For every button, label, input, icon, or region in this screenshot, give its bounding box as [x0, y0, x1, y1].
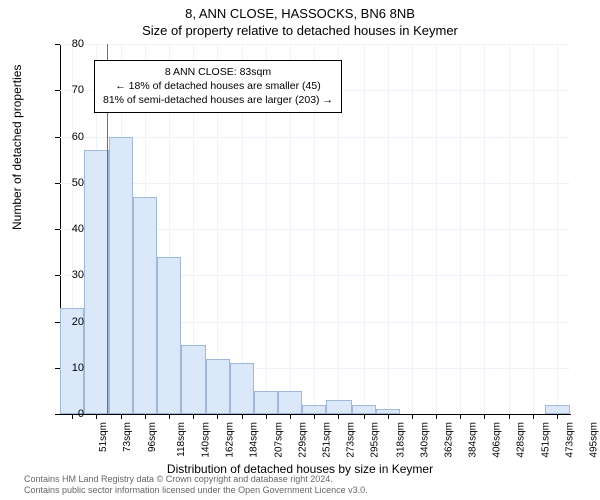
ytick-label: 0 — [78, 408, 84, 420]
gridline-v — [509, 44, 510, 414]
histogram-bar — [157, 257, 181, 414]
histogram-bar — [376, 409, 400, 414]
annotation-line-1: 8 ANN CLOSE: 83sqm — [103, 65, 333, 79]
xtick-label: 473sqm — [564, 422, 575, 458]
xtick-label: 96sqm — [147, 422, 158, 452]
xtick-mark — [217, 414, 218, 419]
footer-attribution: Contains HM Land Registry data © Crown c… — [24, 474, 368, 497]
gridline-v — [388, 44, 389, 414]
histogram-bar — [326, 400, 351, 414]
xtick-label: 406sqm — [491, 422, 502, 458]
xtick-mark — [557, 414, 558, 419]
xtick-mark — [388, 414, 389, 419]
xtick-mark — [338, 414, 339, 419]
ytick-label: 50 — [72, 177, 84, 189]
xtick-label: 251sqm — [322, 422, 333, 458]
histogram-bar — [230, 363, 254, 414]
ytick-mark — [55, 183, 60, 184]
xtick-label: 207sqm — [274, 422, 285, 458]
xtick-label: 51sqm — [98, 422, 109, 452]
y-axis-label: Number of detached properties — [10, 65, 24, 230]
title-main: 8, ANN CLOSE, HASSOCKS, BN6 8NB — [0, 0, 600, 21]
xtick-mark — [72, 414, 73, 419]
xtick-label: 229sqm — [298, 422, 309, 458]
xtick-mark — [290, 414, 291, 419]
title-sub: Size of property relative to detached ho… — [0, 21, 600, 38]
xtick-mark — [460, 414, 461, 419]
xtick-mark — [121, 414, 122, 419]
xtick-mark — [266, 414, 267, 419]
xtick-mark — [242, 414, 243, 419]
ytick-mark — [55, 44, 60, 45]
histogram-bar — [254, 391, 278, 414]
footer-line-2: Contains public sector information licen… — [24, 485, 368, 496]
ytick-mark — [55, 137, 60, 138]
ytick-label: 60 — [72, 131, 84, 143]
ytick-label: 10 — [72, 362, 84, 374]
ytick-mark — [55, 229, 60, 230]
xtick-mark — [364, 414, 365, 419]
ytick-label: 20 — [72, 316, 84, 328]
gridline-v — [484, 44, 485, 414]
xtick-mark — [509, 414, 510, 419]
xtick-mark — [169, 414, 170, 419]
ytick-mark — [55, 90, 60, 91]
xtick-label: 295sqm — [370, 422, 381, 458]
histogram-bar — [133, 197, 157, 414]
xtick-label: 362sqm — [443, 422, 454, 458]
xtick-mark — [533, 414, 534, 419]
xtick-mark — [484, 414, 485, 419]
annotation-line-2: ← 18% of detached houses are smaller (45… — [103, 79, 333, 93]
histogram-bar — [352, 405, 376, 414]
ytick-label: 70 — [72, 84, 84, 96]
xtick-label: 318sqm — [395, 422, 406, 458]
xtick-mark — [145, 414, 146, 419]
footer-line-1: Contains HM Land Registry data © Crown c… — [24, 474, 368, 485]
ytick-label: 40 — [72, 223, 84, 235]
histogram-bar — [206, 359, 230, 415]
xtick-mark — [436, 414, 437, 419]
xtick-label: 162sqm — [225, 422, 236, 458]
annotation-box: 8 ANN CLOSE: 83sqm ← 18% of detached hou… — [94, 60, 342, 113]
xtick-mark — [412, 414, 413, 419]
histogram-bar — [302, 405, 326, 414]
annotation-line-3: 81% of semi-detached houses are larger (… — [103, 93, 333, 107]
xtick-mark — [96, 414, 97, 419]
histogram-bar — [278, 391, 302, 414]
histogram-bar — [84, 150, 109, 414]
histogram-bar — [109, 137, 133, 415]
xtick-label: 384sqm — [467, 422, 478, 458]
gridline-v — [557, 44, 558, 414]
xtick-label: 340sqm — [419, 422, 430, 458]
ytick-label: 80 — [72, 38, 84, 50]
xtick-label: 428sqm — [515, 422, 526, 458]
xtick-label: 495sqm — [588, 422, 599, 458]
xtick-label: 73sqm — [122, 422, 133, 452]
histogram-bar — [545, 405, 570, 414]
gridline-v — [533, 44, 534, 414]
xtick-label: 273sqm — [346, 422, 357, 458]
gridline-v — [436, 44, 437, 414]
plot-area: 8 ANN CLOSE: 83sqm ← 18% of detached hou… — [60, 44, 570, 414]
xtick-mark — [193, 414, 194, 419]
xtick-mark — [314, 414, 315, 419]
ytick-label: 30 — [72, 269, 84, 281]
gridline-v — [412, 44, 413, 414]
ytick-mark — [55, 275, 60, 276]
gridline-v — [364, 44, 365, 414]
chart-container: 8, ANN CLOSE, HASSOCKS, BN6 8NB Size of … — [0, 0, 600, 500]
xtick-label: 118sqm — [176, 422, 187, 457]
histogram-bar — [181, 345, 206, 414]
gridline-v — [460, 44, 461, 414]
xtick-label: 140sqm — [201, 422, 212, 458]
xtick-label: 451sqm — [540, 422, 551, 458]
xtick-label: 184sqm — [249, 422, 260, 458]
ytick-mark — [55, 414, 60, 415]
